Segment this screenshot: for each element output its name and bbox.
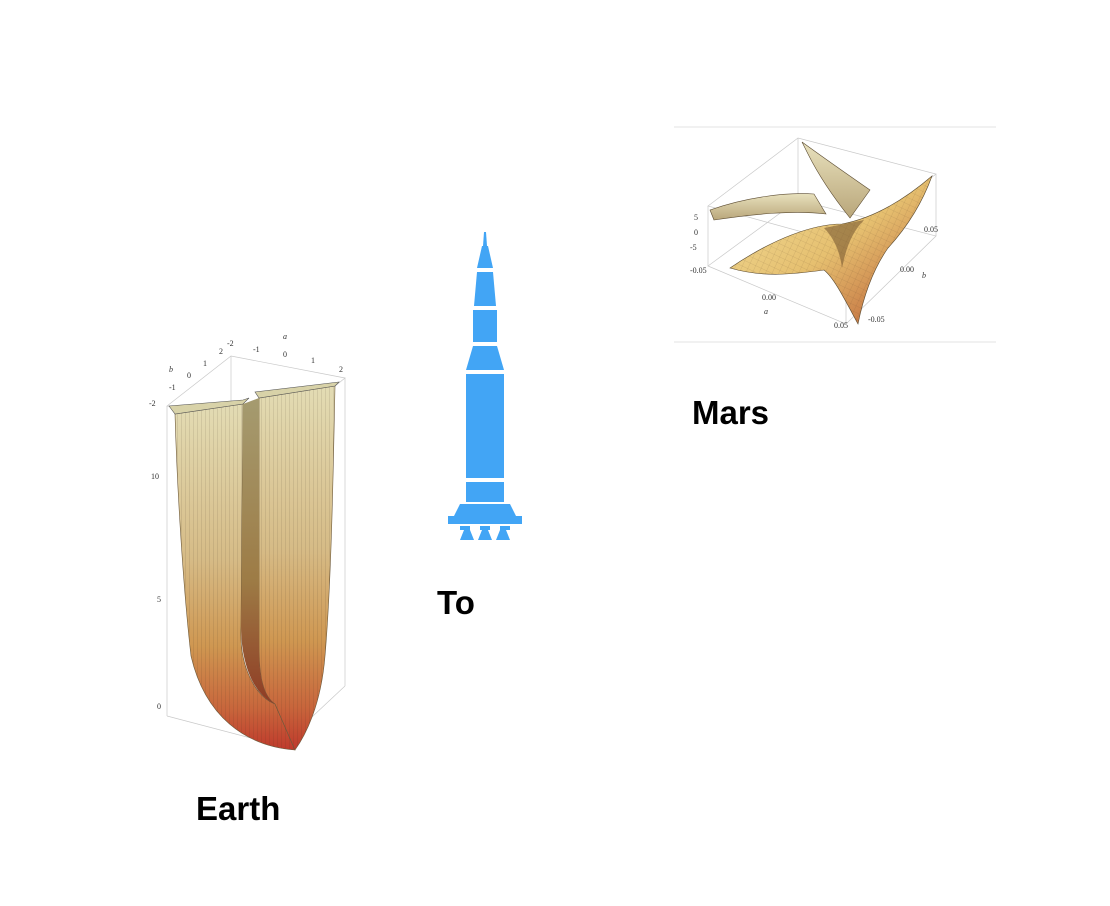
earth-mesh-right [259,386,335,750]
earth-surface-inner [241,398,275,704]
mars-a-tick: -0.05 [690,266,707,275]
mars-a-tick: 0.00 [762,293,776,302]
mars-b-tick: -0.05 [868,315,885,324]
mars-a-ticks: -0.05 0.00 0.05 a [690,266,848,330]
rocket-icon [446,232,524,542]
earth-z-tick: 5 [157,595,161,604]
mars-a-tick: 0.05 [834,321,848,330]
earth-z-ticks: 10 5 0 [151,472,161,711]
earth-surface-plot: -2 -1 0 1 2 a 2 1 0 -1 -2 b 10 5 0 [145,326,365,756]
earth-a-tick: 2 [339,365,343,374]
earth-a-tick: -1 [253,345,260,354]
earth-b-ticks: 2 1 0 -1 -2 b [149,347,223,408]
mars-z-tick: -5 [690,243,697,252]
mars-z-ticks: 5 0 -5 [690,213,698,252]
mars-z-tick: 0 [694,228,698,237]
earth-caption: Earth [196,790,281,827]
earth-a-ticks: -2 -1 0 1 2 a [227,332,343,374]
mars-b-tick: 0.00 [900,265,914,274]
earth-b-tick: -2 [149,399,156,408]
mars-surface-plot: -0.05 0.00 0.05 a 0.05 0.00 -0.05 b 5 0 … [674,126,996,343]
earth-z-tick: 0 [157,702,161,711]
earth-b-axis-label: b [169,365,173,374]
earth-a-tick: 1 [311,356,315,365]
mars-surface-left-wing [709,193,827,221]
earth-b-tick: 2 [219,347,223,356]
mars-surface-mesh [730,176,932,324]
mars-b-tick: 0.05 [924,225,938,234]
mars-surface-back-fin [801,141,871,219]
earth-b-tick: 0 [187,371,191,380]
earth-z-tick: 10 [151,472,159,481]
mars-caption: Mars [692,394,770,431]
earth-a-tick: 0 [283,350,287,359]
earth-plot-svg: -2 -1 0 1 2 a 2 1 0 -1 -2 b 10 5 0 [149,332,346,751]
mars-surface-seam [824,220,864,268]
mars-z-tick: 5 [694,213,698,222]
earth-a-tick: -2 [227,339,234,348]
earth-a-axis-label: a [283,332,287,341]
mars-a-axis-label: a [764,307,768,316]
mars-b-ticks: 0.05 0.00 -0.05 b [868,225,938,324]
earth-rim-left [168,397,250,415]
earth-b-tick: 1 [203,359,207,368]
to-caption: To [437,584,475,621]
rocket-icon-svg [448,232,522,540]
earth-b-tick: -1 [169,383,176,392]
mars-plot-svg: -0.05 0.00 0.05 a 0.05 0.00 -0.05 b 5 0 … [690,137,938,330]
mars-b-axis-label: b [922,271,926,280]
earth-mesh-left [175,404,295,750]
earth-rim-right [254,381,340,399]
